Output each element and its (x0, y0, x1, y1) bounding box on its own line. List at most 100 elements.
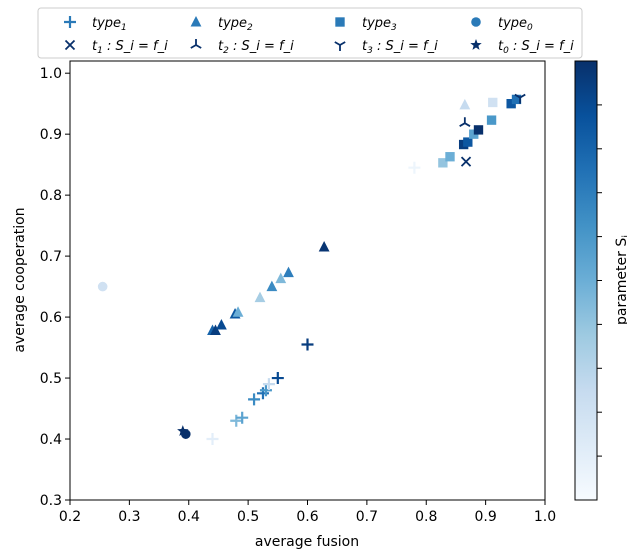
legend-marker-tri_down (190, 39, 202, 49)
x-axis-label: average fusion (255, 534, 359, 550)
legend-label-sub: 0 (527, 23, 533, 33)
data-point-plus (248, 393, 261, 406)
data-point-square (506, 99, 516, 109)
y-tick-label: 0.8 (40, 188, 62, 204)
legend-item: t2 : S_i = f_i (190, 39, 294, 56)
x-tick-label: 0.2 (59, 509, 81, 525)
y-tick-label: 0.5 (40, 371, 62, 387)
y-axis-label: average cooperation (12, 207, 28, 352)
y-tick-label: 0.9 (40, 127, 62, 143)
data-point-tri_down (459, 117, 471, 127)
data-point-triangle (232, 306, 244, 317)
legend-marker-x (64, 39, 76, 51)
legend-item: type3 (335, 16, 397, 33)
x-tick-label: 0.3 (118, 509, 140, 525)
y-axis: 0.3 0.4 0.5 0.6 0.7 0.8 0.9 1.0 (40, 66, 70, 509)
data-point-triangle (283, 266, 294, 278)
legend-label: type2 (218, 16, 253, 33)
legend-label-name: t (498, 39, 504, 54)
data-point-triangle (275, 272, 287, 284)
colorbar-label: parameter Si (614, 235, 627, 325)
data-points (97, 93, 526, 446)
legend-item: t0 : S_i = f_i (470, 39, 574, 56)
legend-label-name: t (362, 39, 368, 54)
legend-item: type1 (64, 16, 127, 33)
legend-item: t3 : S_i = f_i (334, 39, 438, 56)
data-point-triangle (216, 319, 227, 330)
data-point-square (438, 158, 448, 168)
x-axis: 0.2 0.3 0.4 0.5 0.6 0.7 0.8 0.9 1.0 (59, 500, 556, 525)
plot-area: 0.2 0.3 0.4 0.5 0.6 0.7 0.8 0.9 1.0 0.30.40.50.6… (40, 60, 556, 525)
legend-label-rest: : S_i = f_i (373, 39, 438, 54)
y-tick-label: 0.4 (40, 432, 62, 448)
y-tick-label: 0.7 (40, 249, 62, 265)
x-tick-label: 0.7 (356, 509, 378, 525)
data-point-triangle (459, 98, 471, 110)
legend-label-sub: 1 (97, 46, 103, 56)
y-tick-label: 0.6 (40, 310, 62, 326)
data-point-plus (408, 161, 421, 174)
legend-label-name: type (92, 16, 121, 31)
data-point-square (463, 137, 473, 147)
colorbar-gradient (574, 60, 598, 501)
legend-marker-tri_up (334, 41, 346, 51)
data-point-plus (259, 384, 272, 397)
data-point-square (469, 129, 479, 139)
data-point-square (445, 152, 455, 162)
legend-label: type1 (92, 16, 127, 33)
legend-item: type0 (471, 16, 533, 33)
data-point-plus (301, 338, 314, 351)
legend-marker-square (335, 17, 345, 27)
data-point-triangle (266, 280, 278, 292)
data-point-plus (236, 411, 249, 424)
data-point-circle (97, 281, 108, 292)
data-point-square (511, 94, 522, 105)
data-point-plus (206, 433, 219, 446)
legend-item: t1 : S_i = f_i (64, 39, 168, 56)
plot-frame (69, 60, 546, 501)
legend-label: t2 : S_i = f_i (218, 39, 294, 56)
legend-label-sub: 2 (223, 46, 229, 56)
legend-marker-star (470, 39, 482, 50)
x-tick-label: 0.9 (474, 509, 496, 525)
data-point-star (177, 425, 189, 436)
legend-frame (37, 7, 583, 59)
colorbar-label-sub: i (621, 235, 627, 238)
x-tick-label: 1.0 (534, 509, 556, 525)
data-point-x (460, 156, 472, 167)
legend-label: type3 (362, 16, 397, 33)
y-tick-label: 0.3 (40, 493, 62, 509)
data-point-triangle (254, 291, 266, 303)
legend-label-rest: : S_i = f_i (103, 39, 168, 54)
legend-label-name: type (498, 16, 527, 31)
legend-label-sub: 3 (391, 23, 397, 33)
legend-label: t3 : S_i = f_i (362, 39, 438, 56)
legend-label: t1 : S_i = f_i (92, 39, 168, 56)
x-tick-label: 0.6 (296, 509, 318, 525)
x-tick-label: 0.4 (178, 509, 200, 525)
data-point-square (486, 115, 497, 125)
data-point-tri_up (514, 93, 526, 104)
legend-label-rest: : S_i = f_i (509, 39, 574, 54)
legend-marker-plus (64, 16, 76, 28)
legend-marker-triangle (190, 16, 202, 27)
legend-marker-circle (471, 17, 481, 27)
legend-label-name: type (362, 16, 391, 31)
data-point-triangle (210, 324, 221, 335)
legend-label: t0 : S_i = f_i (498, 39, 574, 56)
data-point-square (473, 125, 484, 135)
colorbar: parameter Si (574, 60, 627, 501)
legend-label: type0 (498, 16, 533, 33)
x-tick-label: 0.8 (415, 509, 437, 525)
legend-label-name: t (92, 39, 98, 54)
legend-label-name: type (218, 16, 247, 31)
x-tick-label: 0.5 (237, 509, 259, 525)
legend-label-sub: 3 (367, 46, 373, 56)
data-point-triangle (318, 240, 330, 252)
y-tick-label: 1.0 (40, 66, 62, 82)
data-point-square (488, 97, 498, 108)
colorbar-label-text: parameter S (614, 238, 627, 325)
legend-label-name: t (218, 39, 224, 54)
